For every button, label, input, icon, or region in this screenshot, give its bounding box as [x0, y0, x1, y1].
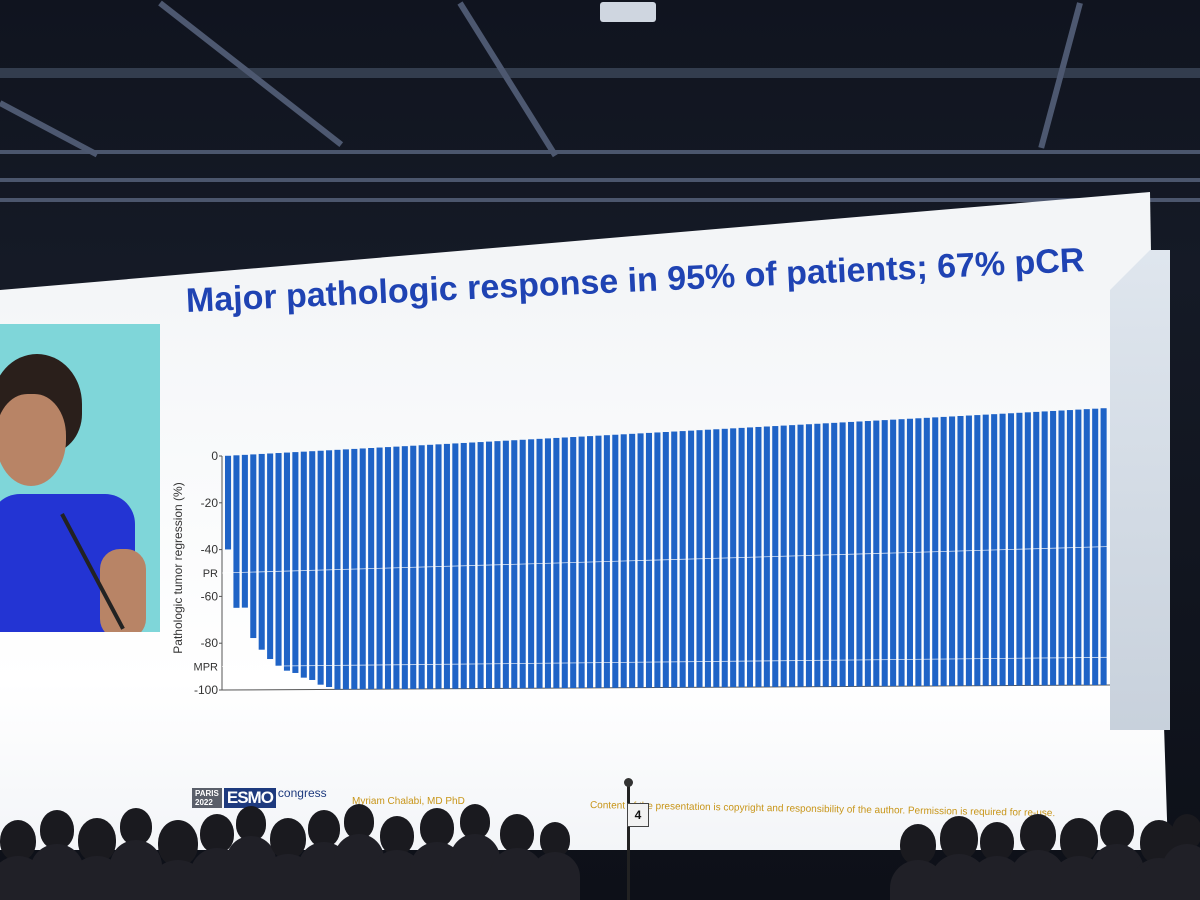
y-tick-label: -80	[201, 636, 219, 650]
podium-number-tag: 4	[627, 803, 649, 827]
audience-head	[940, 816, 978, 860]
bar	[292, 452, 299, 673]
logo-year: 2022	[195, 798, 213, 807]
bar	[317, 450, 324, 685]
reference-line	[221, 546, 1111, 574]
audience-body	[530, 852, 580, 900]
screen-side-panel	[1110, 250, 1170, 730]
audience-head	[380, 816, 414, 856]
bar	[309, 451, 316, 680]
logo-city-year: PARIS 2022	[192, 788, 222, 808]
audience-head	[420, 808, 454, 848]
slide-author: Myriam Chalabi, MD PhD	[352, 796, 465, 807]
audience-head	[980, 822, 1014, 862]
audience-head	[200, 814, 234, 854]
audience-head	[158, 820, 198, 866]
audience-head	[0, 820, 36, 862]
ceiling-beam	[0, 100, 99, 158]
speaker-video-feed	[0, 324, 160, 632]
audience-head	[1172, 814, 1200, 849]
audience-head	[1060, 818, 1098, 862]
y-tick-label: 0	[211, 449, 218, 463]
ceiling-truss	[0, 150, 1200, 154]
audience-head	[460, 804, 490, 839]
audience-head	[900, 824, 936, 866]
audience-head	[40, 810, 74, 850]
audience-head	[236, 806, 266, 841]
speaker-face	[0, 394, 66, 486]
reference-line	[221, 656, 1111, 667]
audience-body	[1162, 844, 1200, 900]
y-axis-label: Pathologic tumor regression (%)	[171, 482, 185, 653]
ceiling-truss	[0, 198, 1200, 202]
audience-head	[1100, 810, 1134, 850]
ceiling-beam	[457, 1, 558, 158]
audience-head	[1020, 814, 1056, 856]
bar	[225, 455, 232, 550]
reference-line-label: PR	[203, 568, 218, 580]
waterfall-chart: 0 -20 -40 -60 -80 -100 PR MPR Pathologic tumor…	[171, 408, 1111, 697]
logo-city: PARIS	[195, 789, 219, 798]
logo-suffix: congress	[277, 786, 327, 800]
bar	[275, 453, 282, 667]
podium-microphone	[624, 778, 633, 787]
bar	[258, 453, 265, 650]
y-tick-label: -40	[201, 543, 219, 557]
ceiling-truss	[0, 68, 1200, 78]
audience-head	[308, 810, 340, 847]
podium-microphone-stand	[627, 782, 630, 900]
audience-silhouettes	[0, 800, 1200, 900]
audience-head	[120, 808, 152, 845]
bar	[241, 454, 248, 608]
ceiling-truss	[0, 178, 1200, 182]
bar	[326, 450, 333, 688]
audience-head	[540, 822, 570, 857]
audience-head	[270, 818, 306, 860]
audience-head	[78, 818, 116, 862]
ceiling-light	[600, 2, 656, 22]
y-tick-label: -60	[201, 589, 219, 603]
y-tick-label: -20	[201, 496, 219, 510]
reference-line-label: MPR	[194, 662, 219, 674]
bar	[233, 455, 240, 608]
bar	[300, 451, 307, 678]
audience-head	[500, 814, 534, 854]
esmo-congress-logo: PARIS 2022 ESMO congress	[192, 786, 327, 808]
bar	[267, 453, 274, 660]
speaker-arm	[100, 549, 146, 632]
audience-head	[344, 804, 374, 839]
y-tick-label: -100	[194, 683, 218, 697]
bar	[250, 454, 257, 639]
bar	[283, 452, 290, 671]
logo-brand: ESMO	[223, 788, 276, 808]
